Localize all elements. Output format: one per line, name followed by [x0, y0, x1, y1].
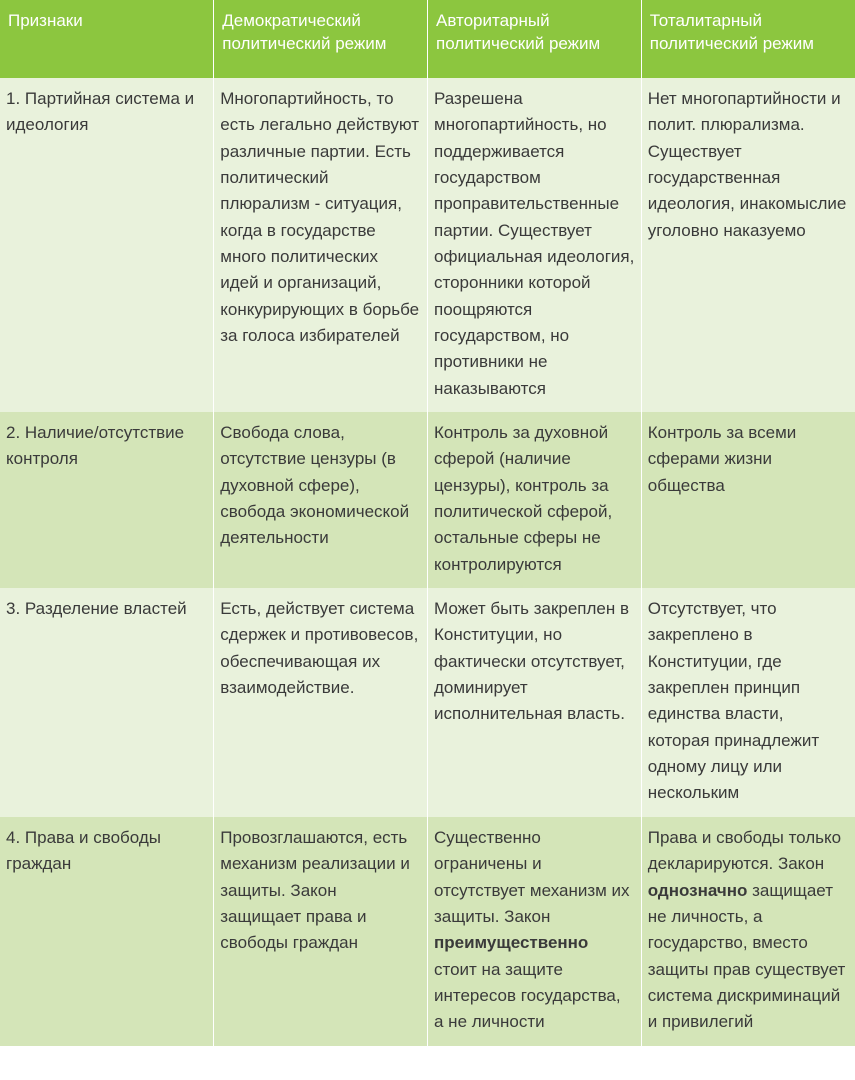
cell-totalitarian: Права и свободы только декларируются. За… [641, 817, 855, 1046]
cell-authoritarian: Существенно ограничены и отсутствует мех… [428, 817, 642, 1046]
column-header: Тоталитарный политический режим [641, 0, 855, 78]
cell-feature: 4. Права и свободы граждан [0, 817, 214, 1046]
column-header: Признаки [0, 0, 214, 78]
table-row: 2. Наличие/отсутствие контроля Свобода с… [0, 412, 855, 588]
cell-totalitarian: Контроль за всеми сферами жизни общества [641, 412, 855, 588]
comparison-table: Признаки Демократический политический ре… [0, 0, 855, 1046]
cell-text: Существенно ограничены и отсутствует мех… [434, 828, 630, 926]
cell-totalitarian: Нет многопартийности и полит. плюрализма… [641, 78, 855, 412]
table-header: Признаки Демократический политический ре… [0, 0, 855, 78]
cell-democratic: Многопартийность, то есть легально дейст… [214, 78, 428, 412]
page-container: Признаки Демократический политический ре… [0, 0, 855, 1046]
cell-authoritarian: Может быть закреплен в Конституции, но ф… [428, 588, 642, 817]
cell-text: Права и свободы только декларируются. За… [648, 828, 841, 873]
cell-totalitarian: Отсутствует, что закреплено в Конституци… [641, 588, 855, 817]
cell-feature: 1. Партийная система и идеология [0, 78, 214, 412]
table-row: 1. Партийная система и идеология Многопа… [0, 78, 855, 412]
cell-text-bold: однозначно [648, 881, 748, 900]
cell-feature: 3. Разделение властей [0, 588, 214, 817]
table-row: 4. Права и свободы граждан Провозглашают… [0, 817, 855, 1046]
cell-authoritarian: Разрешена многопартийность, но поддержив… [428, 78, 642, 412]
column-header: Авторитарный политический режим [428, 0, 642, 78]
cell-text: стоит на защите интересов государства, а… [434, 960, 621, 1032]
cell-feature: 2. Наличие/отсутствие контроля [0, 412, 214, 588]
table-row: 3. Разделение властей Есть, действует си… [0, 588, 855, 817]
cell-democratic: Свобода слова, отсутствие цензуры (в дух… [214, 412, 428, 588]
cell-authoritarian: Контроль за духовной сферой (наличие цен… [428, 412, 642, 588]
cell-text: защищает не личность, а государство, вме… [648, 881, 846, 1032]
cell-democratic: Провозглашаются, есть механизм реализаци… [214, 817, 428, 1046]
column-header: Демократический политический режим [214, 0, 428, 78]
cell-democratic: Есть, действует система сдержек и против… [214, 588, 428, 817]
cell-text-bold: преимущественно [434, 933, 588, 952]
